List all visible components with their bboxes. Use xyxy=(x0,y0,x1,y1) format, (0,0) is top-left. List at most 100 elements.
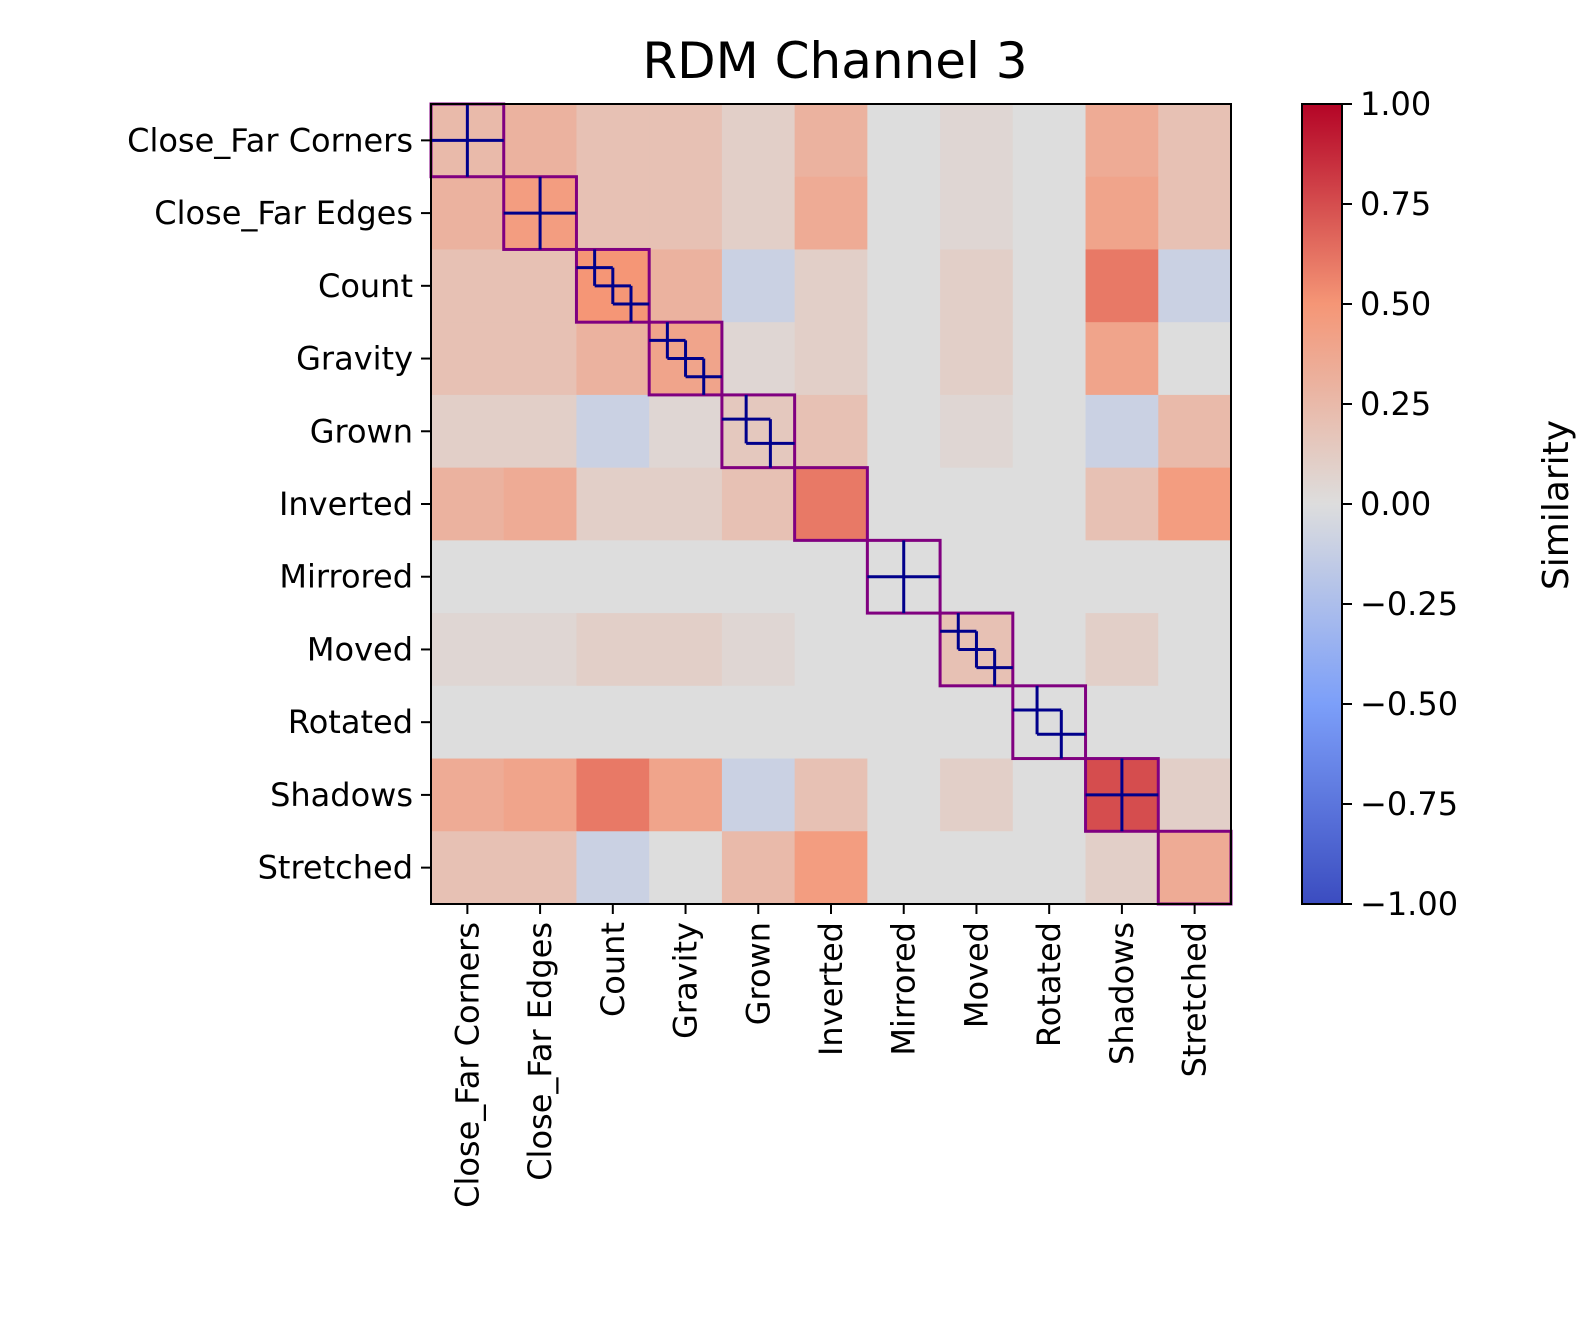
heatmap-cell xyxy=(503,104,577,178)
heatmap-cell xyxy=(1085,249,1159,323)
heatmap-cell xyxy=(503,322,577,396)
heatmap-cell xyxy=(503,613,577,687)
heatmap-cell xyxy=(576,394,650,469)
heatmap-cell xyxy=(721,176,796,250)
colorbar-tick-label: −1.00 xyxy=(1360,885,1458,923)
heatmap-cell xyxy=(721,249,796,323)
heatmap-cell xyxy=(867,394,941,469)
heatmap-cell xyxy=(794,758,868,832)
heatmap-cell xyxy=(721,467,796,541)
heatmap-cell xyxy=(794,176,868,250)
heatmap-cell xyxy=(940,540,1014,614)
heatmap-cells xyxy=(431,104,1232,905)
heatmap-cell xyxy=(576,322,650,396)
heatmap-cell xyxy=(1012,394,1087,469)
heatmap-cell xyxy=(1085,613,1159,687)
heatmap-cell xyxy=(940,685,1014,760)
heatmap-cell xyxy=(721,394,796,469)
heatmap-cell xyxy=(1085,104,1159,178)
heatmap-cell xyxy=(431,685,505,760)
heatmap-cell xyxy=(503,249,577,323)
heatmap-cell xyxy=(721,685,796,760)
heatmap-cell xyxy=(576,540,650,614)
heatmap-cell xyxy=(576,176,650,250)
heatmap-cell xyxy=(649,467,723,541)
heatmap-cell xyxy=(1158,176,1232,250)
heatmap-cell xyxy=(940,758,1014,832)
heatmap-cell xyxy=(1085,176,1159,250)
y-tick-label: Stretched xyxy=(258,849,413,887)
heatmap-cell xyxy=(431,758,505,832)
heatmap-cell xyxy=(649,613,723,687)
group-outline xyxy=(793,466,869,542)
colorbar-tick-label: 0.25 xyxy=(1360,385,1431,423)
heatmap-cell xyxy=(721,540,796,614)
heatmap-cell xyxy=(1158,831,1232,905)
heatmap-cell xyxy=(867,249,941,323)
heatmap-cell xyxy=(649,831,723,905)
heatmap-cell xyxy=(1158,613,1232,687)
x-tick-label: Moved xyxy=(957,922,995,1028)
heatmap-cell xyxy=(1012,613,1087,687)
heatmap-cell xyxy=(649,249,723,323)
heatmap-cell xyxy=(576,467,650,541)
y-tick-label: Inverted xyxy=(279,485,413,523)
heatmap-cell xyxy=(431,467,505,541)
heatmap-cell xyxy=(794,831,868,905)
x-tick-label: Close_Far Edges xyxy=(521,922,559,1181)
heatmap-cell xyxy=(1085,540,1159,614)
heatmap-cell xyxy=(1012,685,1087,760)
heatmap-cell xyxy=(431,540,505,614)
heatmap-cell xyxy=(649,104,723,178)
group-outline xyxy=(1011,684,1088,761)
heatmap-cell xyxy=(649,394,723,469)
x-tick-label: Mirrored xyxy=(885,922,923,1056)
x-tick-label: Grown xyxy=(739,922,777,1025)
heatmap-cell xyxy=(794,104,868,178)
colorbar-label: Similarity xyxy=(1536,420,1577,590)
heatmap-cell xyxy=(867,613,941,687)
heatmap-cell xyxy=(867,467,941,541)
heatmap-cell xyxy=(794,249,868,323)
heatmap-cell xyxy=(649,758,723,832)
heatmap-cell xyxy=(576,104,650,178)
heatmap-cell xyxy=(431,613,505,687)
heatmap-cell xyxy=(721,322,796,396)
heatmap-cell xyxy=(867,322,941,396)
y-axis-ticks: Close_Far Corners Close_Far Edges Count Gra… xyxy=(127,121,431,887)
heatmap-cell xyxy=(1085,467,1159,541)
heatmap-cell xyxy=(1012,249,1087,323)
group-outline xyxy=(720,393,797,470)
heatmap-cell xyxy=(1012,540,1087,614)
x-tick-label: Close_Far Corners xyxy=(448,922,486,1208)
heatmap-cell xyxy=(940,467,1014,541)
heatmap-cell xyxy=(721,831,796,905)
group-outline xyxy=(574,247,651,324)
colorbar-tick-label: 0.75 xyxy=(1360,185,1431,223)
y-tick-label: Mirrored xyxy=(279,558,413,596)
chart-title: RDM Channel 3 xyxy=(642,32,1027,90)
colorbar-tick-label: −0.75 xyxy=(1360,785,1458,823)
heatmap-cell xyxy=(940,104,1014,178)
heatmap-cell xyxy=(503,758,577,832)
heatmap-cell xyxy=(721,613,796,687)
heatmap-cell xyxy=(1085,394,1159,469)
heatmap-cell xyxy=(940,176,1014,250)
heatmap-cell xyxy=(503,685,577,760)
heatmap-cell xyxy=(721,758,796,832)
heatmap-cell xyxy=(1085,831,1159,905)
heatmap-cell xyxy=(1158,540,1232,614)
heatmap-cell xyxy=(1158,467,1232,541)
heatmap-cell xyxy=(867,104,941,178)
heatmap-cell xyxy=(649,540,723,614)
colorbar-tick-label: 0.00 xyxy=(1360,485,1431,523)
y-tick-label: Rotated xyxy=(288,703,413,741)
heatmap-cell xyxy=(794,467,868,541)
heatmap-cell xyxy=(431,249,505,323)
group-outline xyxy=(647,320,724,397)
heatmap-cell xyxy=(1158,104,1232,178)
colorbar-tick-label: 1.00 xyxy=(1360,85,1431,123)
heatmap-cell xyxy=(794,613,868,687)
group-outline xyxy=(938,611,1015,688)
heatmap-cell xyxy=(1085,322,1159,396)
